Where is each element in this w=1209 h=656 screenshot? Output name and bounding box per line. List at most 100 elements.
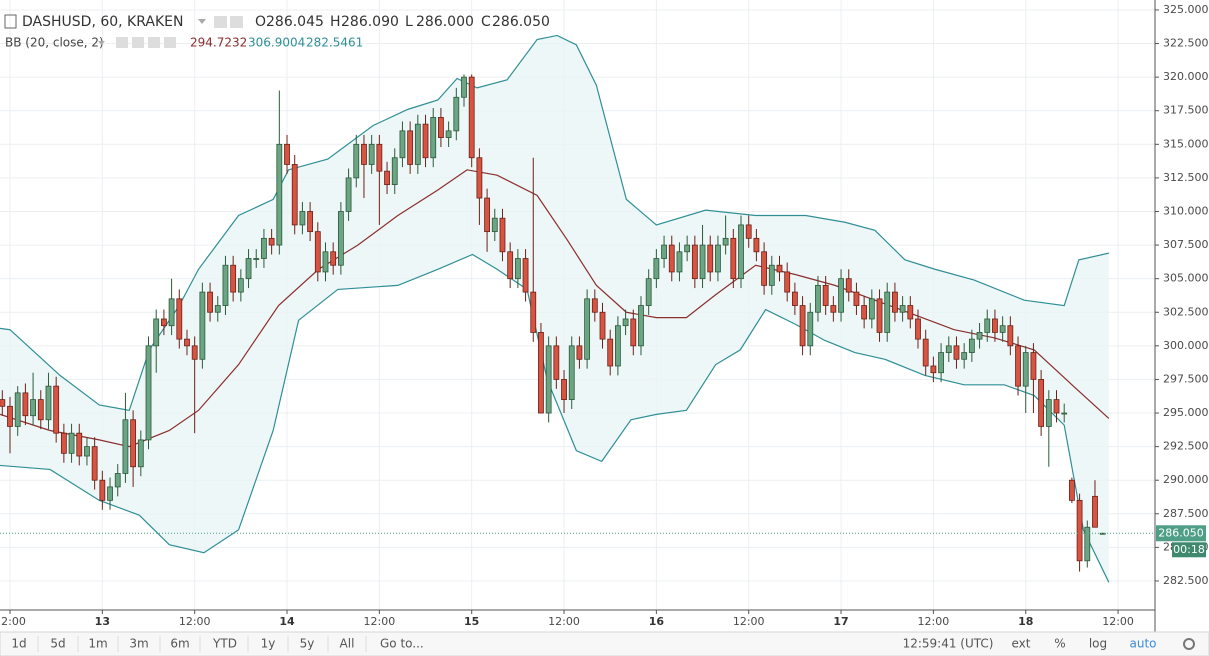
candle-body — [84, 446, 90, 457]
candle-body — [1061, 412, 1068, 415]
y-tick-label: 310.000 — [1163, 204, 1209, 217]
option-button[interactable]: % — [1054, 637, 1065, 651]
x-tick-label: 12:00 — [0, 615, 26, 628]
band-line — [0, 169, 1110, 448]
candle-body — [576, 345, 583, 360]
candle-body — [845, 278, 852, 293]
candle-body — [545, 345, 552, 414]
y-tick-label: 282.500 — [1163, 574, 1209, 587]
candle-body — [161, 318, 167, 327]
candle-body — [1053, 399, 1060, 414]
x-tick-label: 12:00 — [364, 615, 396, 628]
band-value: 306.9004 — [248, 36, 305, 50]
candle-body — [230, 264, 237, 293]
candle-body — [622, 318, 629, 327]
candle-body — [322, 251, 329, 273]
range-button[interactable]: 1d — [11, 637, 26, 651]
collapse-icon[interactable] — [4, 14, 17, 29]
candle-body — [438, 117, 444, 138]
candle-body — [376, 143, 383, 172]
symbol-menu[interactable] — [198, 19, 206, 24]
candle-body — [822, 284, 829, 306]
candle-body — [715, 244, 721, 273]
y-tick-label: 302.500 — [1163, 305, 1209, 318]
y-tick-label: 307.500 — [1163, 238, 1209, 251]
ohlc-key: C — [481, 14, 491, 30]
candle-body — [1076, 499, 1083, 562]
candle-body — [199, 291, 206, 360]
candle-body — [761, 251, 768, 286]
option-button[interactable]: auto — [1129, 637, 1156, 651]
candle-body — [807, 311, 814, 347]
candle-body — [484, 197, 490, 233]
range-button[interactable]: 1y — [261, 637, 276, 651]
icon-eye[interactable] — [116, 37, 128, 48]
indicator-name: BB (20, close, 2) — [5, 36, 104, 50]
y-tick-label: 295.000 — [1163, 406, 1209, 419]
candle-body — [176, 298, 183, 340]
x-tick-label: 15 — [464, 615, 479, 628]
option-button[interactable]: ext — [1012, 637, 1031, 651]
candle-body — [976, 332, 983, 340]
candle-body — [314, 231, 321, 273]
candle-body — [768, 264, 775, 286]
y-tick-label: 287.500 — [1163, 507, 1209, 520]
range-button[interactable]: 3m — [129, 637, 148, 651]
candle-body — [76, 432, 83, 457]
candle-body — [461, 76, 467, 98]
candle-body — [984, 318, 991, 333]
candle-body — [514, 258, 521, 280]
candle-body — [938, 352, 944, 374]
candle-body — [122, 419, 129, 474]
candle-body — [476, 157, 483, 199]
candle-body — [815, 284, 821, 313]
candle-body — [561, 379, 567, 400]
candle-body — [922, 338, 929, 367]
candle-body — [676, 251, 683, 273]
candle-body — [445, 130, 452, 138]
candle-body — [961, 352, 968, 360]
candle-body — [899, 305, 906, 313]
ohlc-value: 286.000 — [416, 14, 474, 30]
y-tick-label: 325.000 — [1163, 3, 1209, 16]
icon-gear[interactable] — [132, 37, 144, 48]
x-tick-label: 12:00 — [733, 615, 765, 628]
candle-body — [453, 96, 460, 132]
price-label: 286.050 — [1158, 526, 1204, 539]
icon-compare[interactable] — [230, 16, 243, 28]
candle-body — [1022, 352, 1029, 387]
indicator-menu[interactable] — [98, 41, 105, 45]
candle-body — [1030, 352, 1037, 380]
candle-body — [299, 211, 306, 226]
range-button[interactable]: All — [340, 637, 355, 651]
y-tick-label: 317.500 — [1163, 104, 1209, 117]
ohlc-value: 286.050 — [492, 14, 550, 30]
goto-button[interactable]: Go to... — [380, 637, 424, 651]
icon-close[interactable] — [164, 37, 176, 48]
range-button[interactable]: 1m — [88, 637, 107, 651]
candle-body — [1038, 379, 1045, 427]
range-button[interactable]: 6m — [170, 637, 189, 651]
candle-body — [522, 258, 529, 293]
candle-body — [114, 473, 121, 488]
candle-body — [422, 123, 429, 159]
range-button[interactable]: 5y — [300, 637, 315, 651]
candle-body — [499, 217, 506, 253]
candle-body — [276, 143, 283, 246]
ohlc-value: 286.090 — [341, 14, 399, 30]
candle-body — [153, 318, 160, 347]
candle-body — [22, 392, 29, 417]
settings-icon[interactable] — [1183, 638, 1195, 650]
icon-add[interactable] — [148, 37, 160, 48]
icon-settings[interactable] — [214, 16, 227, 28]
candle-body — [553, 345, 560, 380]
option-button[interactable]: log — [1089, 637, 1107, 651]
price-label-box — [1156, 525, 1206, 542]
range-button[interactable]: YTD — [212, 637, 237, 651]
candle-body — [1015, 345, 1021, 387]
candle-body — [591, 298, 598, 313]
candle-body — [99, 479, 106, 501]
range-button[interactable]: 5d — [50, 637, 65, 651]
y-tick-label: 315.000 — [1163, 137, 1209, 150]
candle-body — [268, 237, 275, 246]
